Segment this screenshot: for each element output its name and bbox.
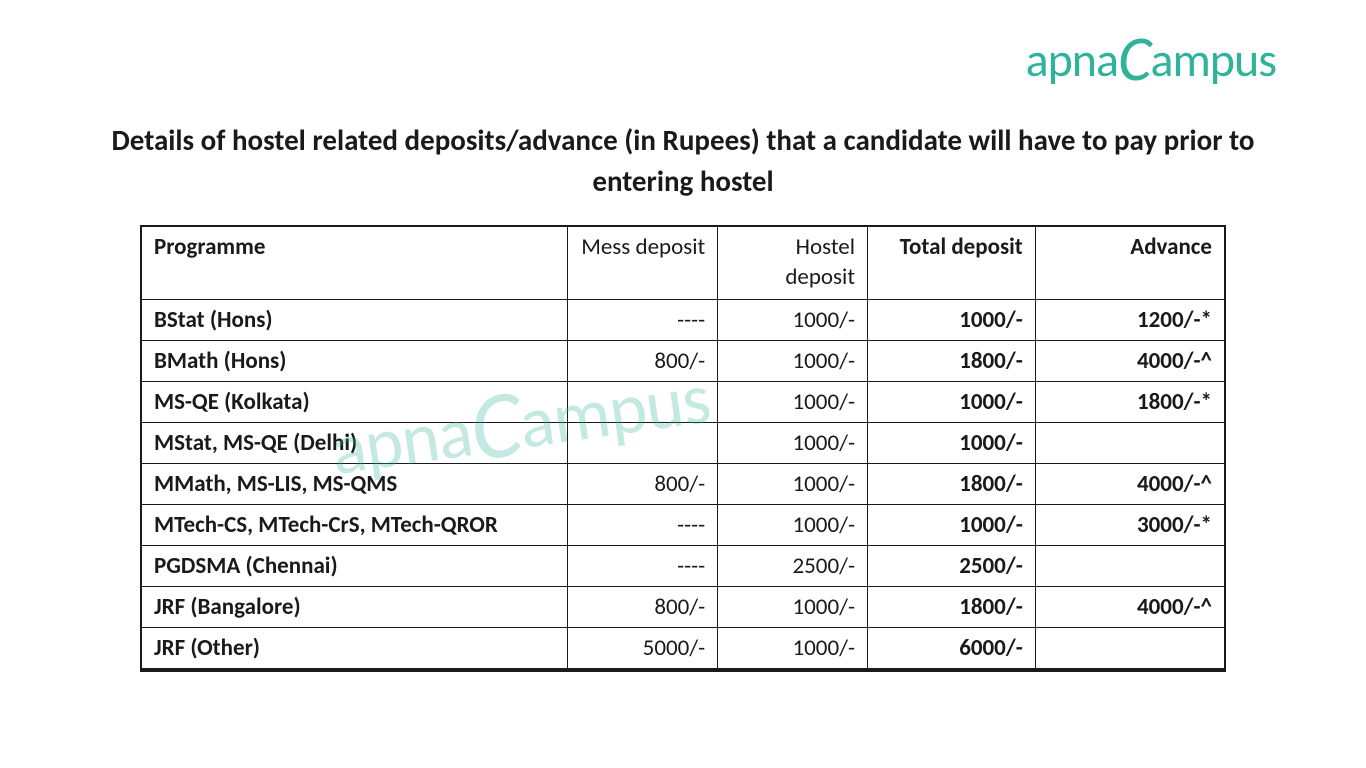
cell-advance: 4000/-^	[1035, 340, 1225, 381]
cell-total: 1000/-	[868, 381, 1036, 422]
cell-mess: 800/-	[568, 586, 718, 627]
cell-advance: 4000/-^	[1035, 463, 1225, 504]
cell-hostel: 1000/-	[718, 340, 868, 381]
cell-hostel: 1000/-	[718, 299, 868, 340]
deposits-table-container: Programme Mess deposit Hostel deposit To…	[140, 225, 1226, 672]
table-row: MTech-CS, MTech-CrS, MTech-QROR----1000/…	[141, 504, 1225, 545]
table-header-row: Programme Mess deposit Hostel deposit To…	[141, 226, 1225, 299]
cell-hostel: 1000/-	[718, 586, 868, 627]
cell-programme: BStat (Hons)	[141, 299, 568, 340]
col-header-mess: Mess deposit	[568, 226, 718, 299]
cell-mess: 5000/-	[568, 627, 718, 670]
cell-advance: 1800/-*	[1035, 381, 1225, 422]
cell-programme: MStat, MS-QE (Delhi)	[141, 422, 568, 463]
cell-hostel: 1000/-	[718, 504, 868, 545]
table-row: MS-QE (Kolkata)1000/-1000/-1800/-*	[141, 381, 1225, 422]
cell-hostel: 1000/-	[718, 422, 868, 463]
cell-total: 1000/-	[868, 504, 1036, 545]
cell-advance: 1200/-*	[1035, 299, 1225, 340]
cell-programme: JRF (Other)	[141, 627, 568, 670]
col-header-total: Total deposit	[868, 226, 1036, 299]
cell-advance	[1035, 627, 1225, 670]
col-header-hostel: Hostel deposit	[718, 226, 868, 299]
cell-mess	[568, 381, 718, 422]
cell-total: 1800/-	[868, 586, 1036, 627]
cell-mess: 800/-	[568, 340, 718, 381]
cell-advance	[1035, 422, 1225, 463]
cell-mess: ----	[568, 299, 718, 340]
cell-total: 2500/-	[868, 545, 1036, 586]
page-title: Details of hostel related deposits/advan…	[0, 120, 1366, 201]
cell-total: 6000/-	[868, 627, 1036, 670]
cell-mess: ----	[568, 504, 718, 545]
table-row: JRF (Other)5000/-1000/-6000/-	[141, 627, 1225, 670]
logo-text-pre: apna	[1026, 30, 1118, 89]
logo-text-post: ampus	[1150, 30, 1276, 89]
cell-total: 1000/-	[868, 299, 1036, 340]
cell-advance: 3000/-*	[1035, 504, 1225, 545]
cell-total: 1800/-	[868, 340, 1036, 381]
cell-advance	[1035, 545, 1225, 586]
cell-total: 1000/-	[868, 422, 1036, 463]
cell-hostel: 1000/-	[718, 627, 868, 670]
cell-total: 1800/-	[868, 463, 1036, 504]
cell-hostel: 1000/-	[718, 463, 868, 504]
table-row: PGDSMA (Chennai)----2500/-2500/-	[141, 545, 1225, 586]
cell-mess: ----	[568, 545, 718, 586]
cell-mess: 800/-	[568, 463, 718, 504]
logo-text-c: C	[1118, 40, 1150, 78]
table-body: BStat (Hons)----1000/-1000/-1200/-*BMath…	[141, 299, 1225, 670]
col-header-advance: Advance	[1035, 226, 1225, 299]
brand-logo: apnaCampus	[1026, 30, 1276, 89]
table-row: BMath (Hons)800/-1000/-1800/-4000/-^	[141, 340, 1225, 381]
table-row: MStat, MS-QE (Delhi) 1000/-1000/-	[141, 422, 1225, 463]
col-header-programme: Programme	[141, 226, 568, 299]
cell-hostel: 1000/-	[718, 381, 868, 422]
table-row: MMath, MS-LIS, MS-QMS800/-1000/-1800/-40…	[141, 463, 1225, 504]
cell-programme: MTech-CS, MTech-CrS, MTech-QROR	[141, 504, 568, 545]
cell-programme: JRF (Bangalore)	[141, 586, 568, 627]
cell-mess	[568, 422, 718, 463]
cell-programme: PGDSMA (Chennai)	[141, 545, 568, 586]
cell-programme: MMath, MS-LIS, MS-QMS	[141, 463, 568, 504]
cell-hostel: 2500/-	[718, 545, 868, 586]
cell-programme: MS-QE (Kolkata)	[141, 381, 568, 422]
cell-programme: BMath (Hons)	[141, 340, 568, 381]
cell-advance: 4000/-^	[1035, 586, 1225, 627]
deposits-table: Programme Mess deposit Hostel deposit To…	[140, 225, 1226, 672]
table-row: BStat (Hons)----1000/-1000/-1200/-*	[141, 299, 1225, 340]
table-row: JRF (Bangalore)800/-1000/-1800/-4000/-^	[141, 586, 1225, 627]
